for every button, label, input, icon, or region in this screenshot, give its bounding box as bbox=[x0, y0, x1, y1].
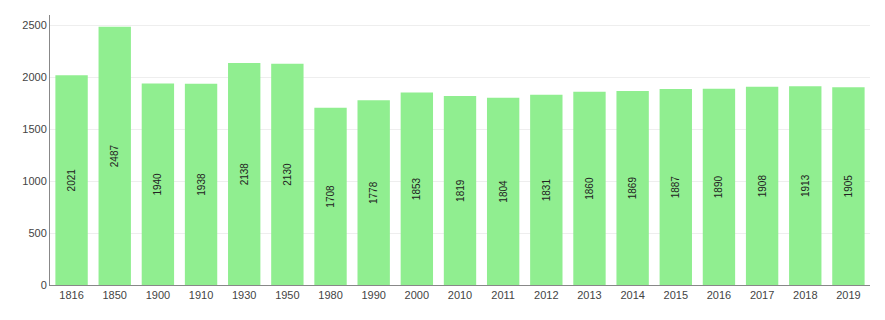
svg-text:2130: 2130 bbox=[282, 163, 293, 186]
svg-text:2017: 2017 bbox=[750, 289, 774, 301]
svg-text:1000: 1000 bbox=[22, 175, 46, 187]
svg-text:2019: 2019 bbox=[836, 289, 860, 301]
svg-text:2000: 2000 bbox=[405, 289, 429, 301]
svg-text:2012: 2012 bbox=[534, 289, 558, 301]
svg-text:1708: 1708 bbox=[325, 185, 336, 208]
svg-text:1905: 1905 bbox=[843, 175, 854, 198]
svg-text:1500: 1500 bbox=[22, 123, 46, 135]
svg-text:1930: 1930 bbox=[232, 289, 256, 301]
svg-text:1913: 1913 bbox=[800, 174, 811, 197]
svg-text:1887: 1887 bbox=[670, 176, 681, 199]
svg-text:2013: 2013 bbox=[577, 289, 601, 301]
svg-text:1853: 1853 bbox=[411, 177, 422, 200]
svg-text:2014: 2014 bbox=[620, 289, 644, 301]
svg-text:1804: 1804 bbox=[498, 180, 509, 203]
svg-text:1890: 1890 bbox=[713, 176, 724, 199]
svg-text:1850: 1850 bbox=[102, 289, 126, 301]
svg-text:0: 0 bbox=[41, 279, 47, 291]
svg-text:1950: 1950 bbox=[275, 289, 299, 301]
svg-text:2138: 2138 bbox=[239, 163, 250, 186]
svg-text:2000: 2000 bbox=[22, 71, 46, 83]
svg-text:2011: 2011 bbox=[491, 289, 515, 301]
svg-text:1908: 1908 bbox=[757, 175, 768, 198]
svg-text:500: 500 bbox=[28, 227, 46, 239]
svg-text:2015: 2015 bbox=[664, 289, 688, 301]
svg-text:1940: 1940 bbox=[152, 173, 163, 196]
svg-text:2016: 2016 bbox=[707, 289, 731, 301]
svg-text:1816: 1816 bbox=[59, 289, 83, 301]
svg-text:2021: 2021 bbox=[66, 169, 77, 192]
svg-text:1869: 1869 bbox=[627, 177, 638, 200]
svg-text:1910: 1910 bbox=[189, 289, 213, 301]
svg-text:2018: 2018 bbox=[793, 289, 817, 301]
svg-text:1831: 1831 bbox=[541, 179, 552, 202]
svg-text:1860: 1860 bbox=[584, 177, 595, 200]
svg-text:2500: 2500 bbox=[22, 19, 46, 31]
svg-text:1938: 1938 bbox=[196, 173, 207, 196]
svg-text:1819: 1819 bbox=[455, 179, 466, 202]
svg-text:1778: 1778 bbox=[368, 181, 379, 204]
svg-text:1900: 1900 bbox=[146, 289, 170, 301]
svg-text:2010: 2010 bbox=[448, 289, 472, 301]
svg-text:1980: 1980 bbox=[318, 289, 342, 301]
svg-text:1990: 1990 bbox=[361, 289, 385, 301]
svg-text:2487: 2487 bbox=[109, 145, 120, 168]
